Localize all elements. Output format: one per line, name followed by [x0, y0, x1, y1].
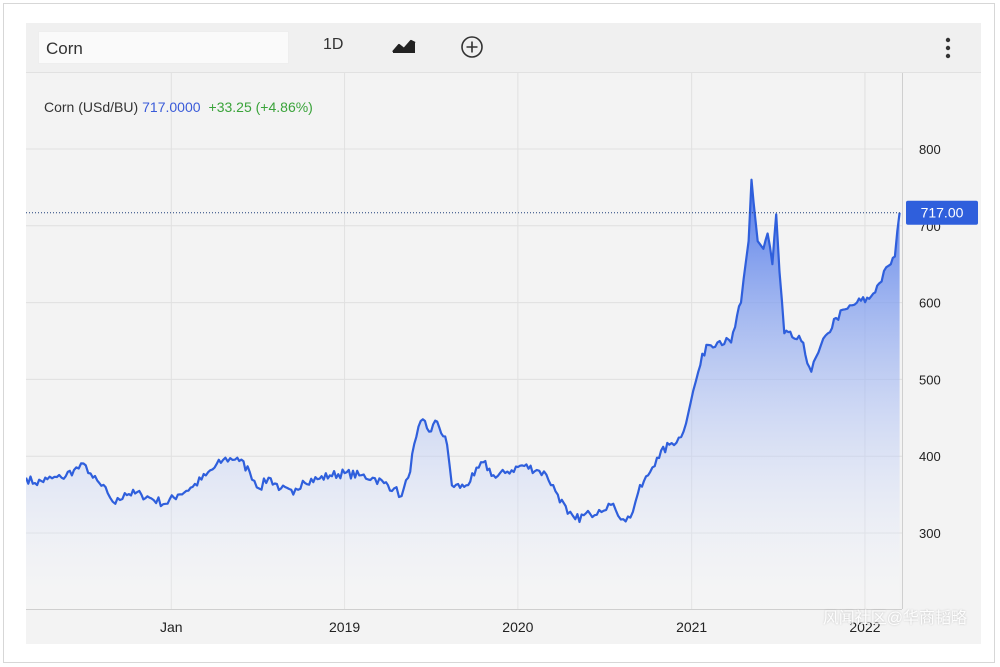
y-tick-label: 400	[919, 449, 941, 464]
chart-pane[interactable]: 300 400 500 600 700 800 Jan 2019 2020 2021 2022 71…	[24, 73, 981, 644]
plus-circle-icon	[461, 36, 483, 58]
last-price-badge-label: 717.00	[921, 205, 964, 221]
watermark: 风闻社区@华商韬略	[822, 610, 967, 627]
legend-change: +33.25 (+4.86%)	[208, 99, 313, 115]
y-tick-label: 300	[919, 526, 941, 541]
line-chart-icon	[392, 39, 416, 53]
more-options-button[interactable]	[938, 34, 958, 62]
x-tick-label: 2022	[849, 619, 880, 635]
x-tick-label: 2021	[676, 619, 707, 635]
add-indicator-button[interactable]	[460, 35, 484, 59]
series-line	[24, 178, 901, 524]
x-tick-label: 2020	[502, 619, 533, 635]
x-tick-label: Jan	[160, 619, 183, 635]
x-tick-label: 2019	[329, 619, 360, 635]
chart-type-button[interactable]	[391, 36, 417, 56]
interval-button[interactable]: 1D	[323, 36, 344, 53]
vertical-ellipsis-icon	[945, 37, 951, 59]
legend-symbol-name: Corn (USd/BU)	[44, 99, 139, 115]
legend-price: 717.0000	[142, 99, 201, 115]
y-tick-label: 600	[919, 296, 941, 311]
symbol-search-input[interactable]: Corn	[38, 31, 289, 64]
y-tick-label: 800	[919, 142, 941, 157]
chart-widget: Corn 1D	[3, 3, 995, 663]
chart-legend: Corn (USd/BU) 717.0000 +33.25 (+4.86%)	[44, 99, 313, 115]
last-price-badge	[906, 200, 978, 225]
chart-toolbar: Corn 1D	[26, 23, 981, 73]
y-tick-label: 500	[919, 372, 941, 387]
series-area-fill	[26, 179, 900, 609]
